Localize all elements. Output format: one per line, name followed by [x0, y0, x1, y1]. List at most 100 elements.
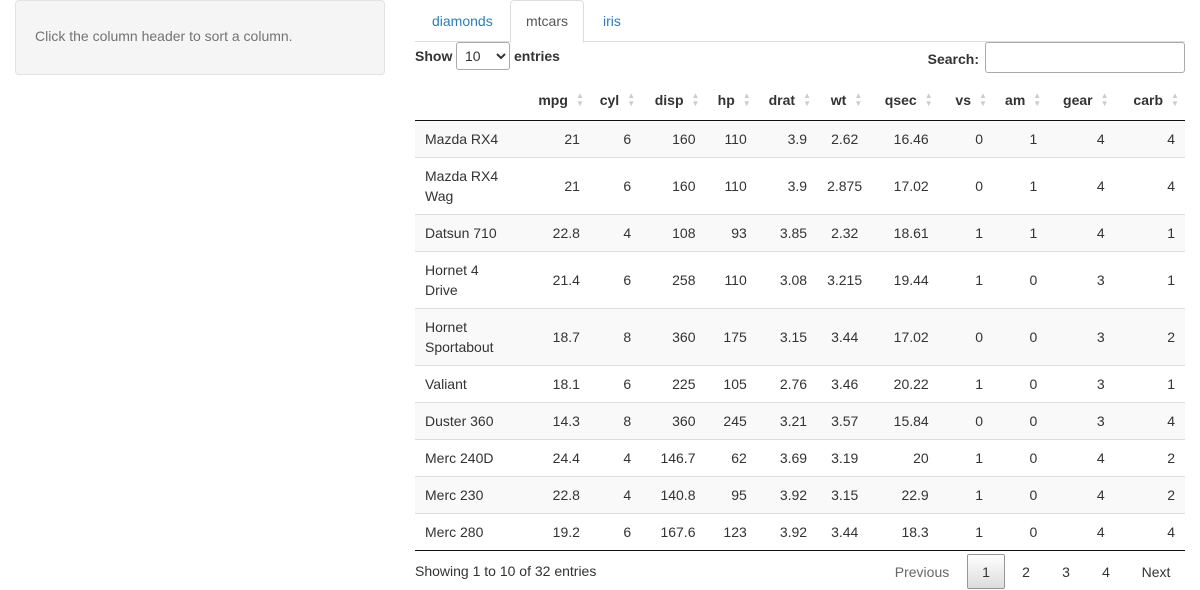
cell-drat: 3.85 — [756, 213, 818, 251]
cell-qsec: 20 — [868, 438, 939, 476]
table-row: Mazda RX4 21 6 160 110 3.9 2.62 16.46 0 1 4 4 — [415, 119, 1185, 157]
sort-arrows-icon: ▲ ▼ — [854, 91, 863, 108]
column-header-name[interactable] — [415, 80, 521, 121]
cell-drat: 3.9 — [756, 119, 818, 157]
cell-disp: 140.8 — [641, 475, 706, 513]
sort-arrows-icon: ▲ ▼ — [1033, 91, 1042, 108]
cell-wt: 2.62 — [817, 119, 869, 157]
cell-disp: 160 — [641, 119, 706, 157]
cell-carb: 4 — [1114, 156, 1185, 214]
show-label: Show — [415, 48, 453, 64]
cell-gear: 4 — [1047, 156, 1115, 214]
cell-mpg: 24.4 — [520, 438, 590, 476]
cell-qsec: 17.02 — [868, 156, 939, 214]
page-2-button[interactable]: 2 — [1022, 564, 1030, 580]
cell-carb: 4 — [1114, 119, 1185, 157]
table-row: Hornet 4 Drive 21.4 6 258 110 3.08 3.215 19.44 1… — [415, 250, 1185, 308]
cell-am: 0 — [992, 438, 1048, 476]
cell-gear: 4 — [1047, 119, 1115, 157]
cell-car-name: Hornet 4 Drive — [415, 250, 521, 308]
sort-arrows-icon: ▲ ▼ — [627, 91, 636, 108]
table-row: Mazda RX4 Wag 21 6 160 110 3.9 2.875 17.02 0 1 4 4 — [415, 156, 1185, 214]
dataset-tabs: diamonds mtcars iris — [415, 0, 1185, 43]
cell-cyl: 4 — [589, 438, 642, 476]
search-input[interactable] — [985, 42, 1185, 73]
search-label: Search: — [927, 51, 979, 67]
cell-vs: 0 — [938, 156, 993, 214]
table-info: Showing 1 to 10 of 32 entries — [415, 563, 597, 579]
cell-disp: 167.6 — [641, 512, 706, 551]
page-1-button[interactable]: 1 — [967, 554, 1005, 589]
column-header-hp[interactable]: hp ▲ ▼ — [705, 80, 757, 121]
cell-hp: 245 — [705, 401, 757, 439]
cell-mpg: 21.4 — [520, 250, 590, 308]
cell-carb: 1 — [1114, 213, 1185, 251]
sort-arrows-icon: ▲ ▼ — [575, 91, 584, 108]
sidebar-panel: Click the column header to sort a column… — [15, 0, 385, 75]
cell-car-name: Merc 240D — [415, 438, 521, 476]
column-header-label: disp — [654, 91, 684, 108]
column-header-qsec[interactable]: qsec ▲ ▼ — [868, 80, 939, 121]
cell-drat: 3.9 — [756, 156, 818, 214]
cell-gear: 3 — [1047, 307, 1115, 365]
cell-carb: 1 — [1114, 364, 1185, 402]
cell-qsec: 15.84 — [868, 401, 939, 439]
cell-qsec: 19.44 — [868, 250, 939, 308]
cell-cyl: 6 — [589, 156, 642, 214]
cell-am: 1 — [992, 156, 1048, 214]
cell-hp: 93 — [705, 213, 757, 251]
column-header-carb[interactable]: carb ▲ ▼ — [1114, 80, 1185, 121]
cell-drat: 3.15 — [756, 307, 818, 365]
cell-am: 0 — [992, 250, 1048, 308]
table-body: Mazda RX4 21 6 160 110 3.9 2.62 16.46 0 1 4 4 Mazda … — [415, 119, 1185, 551]
table-row: Merc 280 19.2 6 167.6 123 3.92 3.44 18.3 1 0 4 4 — [415, 512, 1185, 551]
column-header-am[interactable]: am ▲ ▼ — [992, 80, 1048, 121]
cell-disp: 360 — [641, 307, 706, 365]
next-page-button[interactable]: Next — [1141, 564, 1171, 580]
cell-gear: 4 — [1047, 438, 1115, 476]
page-4-button[interactable]: 4 — [1102, 564, 1110, 580]
cell-drat: 3.69 — [756, 438, 818, 476]
cell-drat: 3.92 — [756, 475, 818, 513]
cell-car-name: Mazda RX4 — [415, 119, 521, 157]
cell-wt: 3.15 — [817, 475, 869, 513]
entries-per-page-select[interactable]: 10 — [456, 42, 510, 70]
previous-page-button[interactable]: Previous — [894, 564, 950, 580]
cell-gear: 3 — [1047, 250, 1115, 308]
table-row: Merc 230 22.8 4 140.8 95 3.92 3.15 22.9 1 0 4 2 — [415, 475, 1185, 513]
column-header-disp[interactable]: disp ▲ ▼ — [641, 80, 706, 121]
cell-carb: 4 — [1114, 401, 1185, 439]
table-header-row: mpg ▲ ▼ cyl ▲ ▼ disp ▲ ▼ hp ▲ ▼ drat ▲ ▼ wt ▲ ▼ qsec ▲ ▼ vs ▲ ▼… — [415, 80, 1185, 121]
column-header-drat[interactable]: drat ▲ ▼ — [756, 80, 818, 121]
column-header-label: hp — [717, 91, 735, 108]
sort-arrows-icon: ▲ ▼ — [1100, 91, 1109, 108]
cell-mpg: 21 — [520, 156, 590, 214]
tab-iris[interactable]: iris — [603, 13, 621, 29]
cell-disp: 160 — [641, 156, 706, 214]
column-header-mpg[interactable]: mpg ▲ ▼ — [520, 80, 590, 121]
cell-am: 0 — [992, 364, 1048, 402]
column-header-cyl[interactable]: cyl ▲ ▼ — [589, 80, 642, 121]
column-header-label: am — [1005, 91, 1026, 108]
column-header-label: drat — [768, 91, 796, 108]
cell-gear: 4 — [1047, 512, 1115, 551]
column-header-vs[interactable]: vs ▲ ▼ — [938, 80, 993, 121]
cell-hp: 110 — [705, 250, 757, 308]
mtcars-table: mpg ▲ ▼ cyl ▲ ▼ disp ▲ ▼ hp ▲ ▼ drat ▲ ▼ wt ▲ ▼ qsec ▲ ▼ vs ▲ ▼… — [415, 80, 1185, 551]
tab-mtcars[interactable]: mtcars — [510, 0, 584, 43]
cell-wt: 3.215 — [817, 250, 869, 308]
cell-wt: 3.46 — [817, 364, 869, 402]
cell-mpg: 14.3 — [520, 401, 590, 439]
column-header-label: gear — [1063, 91, 1093, 108]
cell-vs: 1 — [938, 475, 993, 513]
cell-am: 0 — [992, 512, 1048, 551]
page-3-button[interactable]: 3 — [1062, 564, 1070, 580]
tab-diamonds[interactable]: diamonds — [432, 13, 493, 29]
column-header-wt[interactable]: wt ▲ ▼ — [817, 80, 869, 121]
column-header-gear[interactable]: gear ▲ ▼ — [1047, 80, 1115, 121]
cell-carb: 1 — [1114, 250, 1185, 308]
cell-car-name: Duster 360 — [415, 401, 521, 439]
cell-wt: 3.44 — [817, 307, 869, 365]
cell-wt: 2.875 — [817, 156, 869, 214]
cell-cyl: 6 — [589, 250, 642, 308]
